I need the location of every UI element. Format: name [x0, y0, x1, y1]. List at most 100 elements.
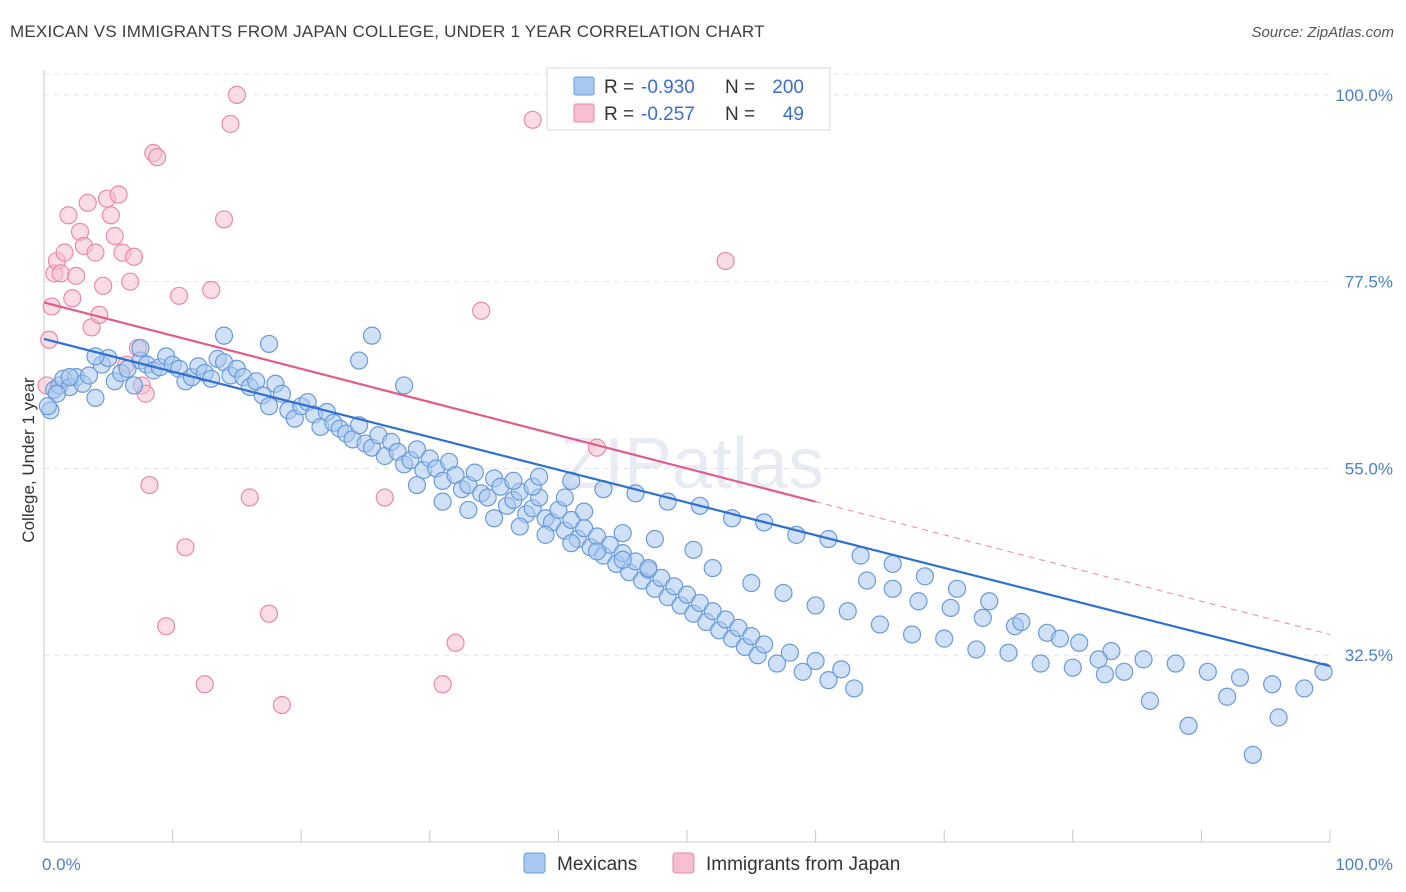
mexican-point [1243, 745, 1262, 764]
mexican-point [639, 558, 658, 578]
mexican-point [349, 351, 369, 370]
mexican-point [729, 618, 748, 637]
japan-point [55, 243, 74, 262]
mexican-point [1263, 675, 1282, 694]
mexican-point [716, 610, 735, 629]
mexican-point [857, 571, 877, 590]
mexican-point [851, 546, 870, 565]
mexican-point [819, 671, 838, 690]
mexican-point [1295, 679, 1314, 698]
mexican-trend-line [43, 337, 1331, 668]
mexican-point [1063, 658, 1082, 677]
japan-point [148, 148, 167, 167]
mexican-point [1198, 662, 1217, 681]
japan-point [472, 301, 491, 320]
mexican-point [1115, 662, 1134, 681]
mexican-point [902, 625, 922, 644]
bottom-legend-swatch-mexicans [523, 852, 546, 874]
mexican-point [613, 524, 632, 543]
mexican-point [60, 368, 79, 387]
japan-point [109, 185, 128, 204]
mexican-point [909, 592, 928, 611]
mexican-point [79, 366, 99, 385]
japan-point [259, 604, 279, 623]
japan-point [375, 488, 394, 507]
mexican-point [259, 334, 279, 354]
mexican-point [883, 554, 902, 574]
chart-title: MEXICAN VS IMMIGRANTS FROM JAPAN COLLEGE… [10, 22, 765, 41]
mexican-point [562, 510, 581, 530]
legend-n-value-2: 49 [783, 104, 804, 125]
japan-point [101, 206, 120, 225]
mexican-point [677, 585, 697, 604]
mexican-point [684, 540, 703, 559]
japan-point [240, 488, 259, 507]
mexican-point [703, 558, 722, 578]
mexican-point [973, 608, 992, 627]
mexican-point [1012, 612, 1031, 632]
mexican-point [555, 488, 574, 507]
japan-point [59, 206, 78, 225]
x-tick-labels: 0.0% 100.0% [42, 855, 1393, 874]
japan-point [176, 538, 195, 557]
mexican-point [1218, 687, 1237, 706]
mexican-point [1230, 668, 1250, 687]
mexican-point [1102, 641, 1121, 661]
mexican-point [1134, 650, 1153, 669]
japan-point [67, 266, 86, 285]
mexican-point [362, 326, 382, 345]
japan-point [124, 247, 144, 266]
japan-point [157, 617, 176, 636]
mexican-point [47, 384, 66, 403]
mexican-point [1095, 665, 1115, 684]
mexican-point [645, 529, 664, 549]
mexican-point [1070, 633, 1089, 652]
trend-lines [43, 301, 1331, 668]
mexican-point [530, 467, 549, 486]
y-tick-label: 100.0% [1335, 86, 1393, 105]
japan-point [51, 264, 70, 283]
mexican-point [131, 338, 150, 358]
mexican-point [1050, 629, 1070, 648]
source-label: Source: ZipAtlas.com [1251, 24, 1394, 41]
mexican-point [703, 602, 722, 621]
mexican-point [1269, 708, 1288, 727]
mexican-point [793, 662, 812, 681]
mexican-points [38, 326, 1333, 764]
legend-r-value-1: -0.930 [641, 77, 695, 98]
mexican-point [947, 579, 967, 598]
mexican-point [774, 583, 793, 603]
mexican-point [1140, 691, 1160, 710]
mexican-point [967, 640, 986, 659]
bottom-legend-swatch-japan [672, 852, 695, 874]
mexican-point [935, 629, 954, 648]
y-tick-label: 32.5% [1345, 646, 1393, 665]
japan-trend-extension [815, 501, 1331, 635]
japan-point [86, 243, 105, 262]
legend-r-label-1: R = [604, 77, 634, 98]
mexican-point [806, 596, 825, 615]
mexican-point [575, 502, 594, 521]
mexican-point [478, 488, 497, 507]
mexican-point [665, 577, 684, 596]
mexican-point [742, 573, 761, 593]
mexican-point [832, 660, 851, 679]
mexican-point [202, 369, 221, 388]
legend-n-label-2: N = [725, 104, 755, 125]
mexican-point [214, 326, 234, 345]
legend-r-value-2: -0.257 [641, 104, 695, 125]
mexican-point [485, 509, 504, 528]
mexican-point [999, 643, 1018, 662]
mexican-point [536, 525, 555, 544]
mexican-point [86, 388, 105, 407]
mexican-point [1089, 650, 1108, 669]
japan-point [716, 251, 735, 271]
mexican-point [433, 492, 452, 511]
legend-n-value-1: 200 [772, 77, 804, 98]
legend-n-label-1: N = [725, 77, 755, 98]
japan-point [214, 210, 234, 229]
mexican-point [980, 592, 999, 611]
bottom-legend-mexicans: Mexicans [557, 854, 637, 875]
mexican-point [652, 568, 671, 588]
